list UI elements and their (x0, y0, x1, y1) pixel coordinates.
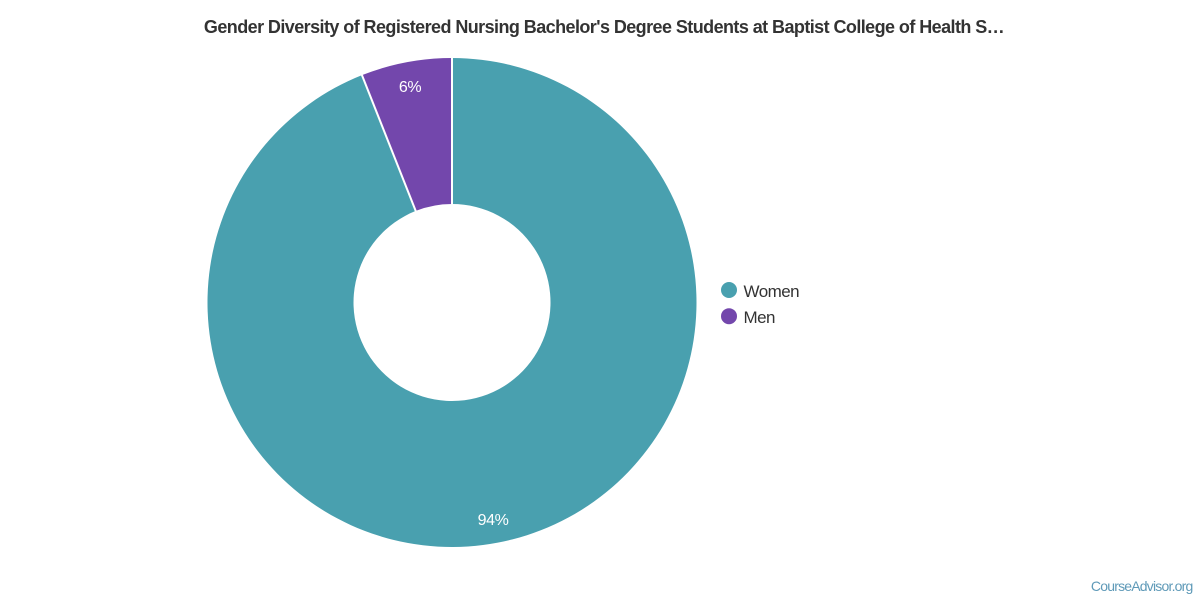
svg-text:Men: Men (744, 308, 776, 327)
svg-text:94%: 94% (478, 512, 509, 529)
svg-text:CourseAdvisor.org: CourseAdvisor.org (1091, 578, 1193, 594)
svg-text:6%: 6% (399, 79, 421, 96)
svg-text:Gender Diversity of Registered: Gender Diversity of Registered Nursing B… (204, 17, 1004, 37)
svg-text:Women: Women (744, 282, 800, 301)
